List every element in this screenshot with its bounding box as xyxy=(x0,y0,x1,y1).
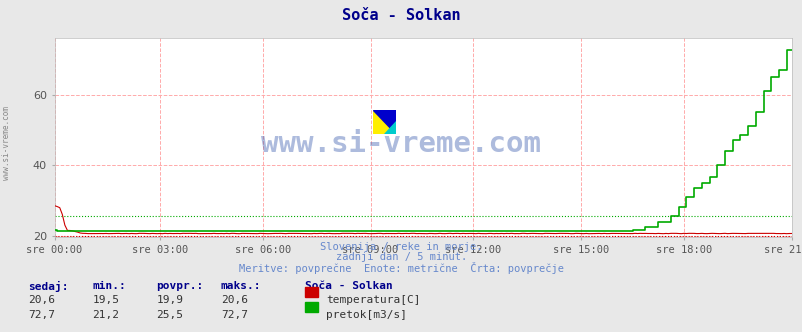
Text: www.si-vreme.com: www.si-vreme.com xyxy=(261,130,541,158)
Text: 20,6: 20,6 xyxy=(28,295,55,305)
Text: www.si-vreme.com: www.si-vreme.com xyxy=(2,106,11,180)
Text: 19,5: 19,5 xyxy=(92,295,119,305)
Text: Soča - Solkan: Soča - Solkan xyxy=(305,281,392,290)
Text: maks.:: maks.: xyxy=(221,281,261,290)
Text: Soča - Solkan: Soča - Solkan xyxy=(342,8,460,23)
Text: sedaj:: sedaj: xyxy=(28,281,68,291)
Polygon shape xyxy=(373,110,395,134)
Text: 72,7: 72,7 xyxy=(221,310,248,320)
Text: 25,5: 25,5 xyxy=(156,310,184,320)
Text: temperatura[C]: temperatura[C] xyxy=(326,295,420,305)
Text: 20,6: 20,6 xyxy=(221,295,248,305)
Text: Slovenija / reke in morje.: Slovenija / reke in morje. xyxy=(320,242,482,252)
Text: zadnji dan / 5 minut.: zadnji dan / 5 minut. xyxy=(335,252,467,262)
Text: Meritve: povprečne  Enote: metrične  Črta: povprečje: Meritve: povprečne Enote: metrične Črta:… xyxy=(239,262,563,274)
Polygon shape xyxy=(373,110,395,134)
Text: pretok[m3/s]: pretok[m3/s] xyxy=(326,310,407,320)
Text: 21,2: 21,2 xyxy=(92,310,119,320)
Polygon shape xyxy=(383,121,395,134)
Text: 19,9: 19,9 xyxy=(156,295,184,305)
Text: povpr.:: povpr.: xyxy=(156,281,204,290)
Text: min.:: min.: xyxy=(92,281,126,290)
Text: 72,7: 72,7 xyxy=(28,310,55,320)
